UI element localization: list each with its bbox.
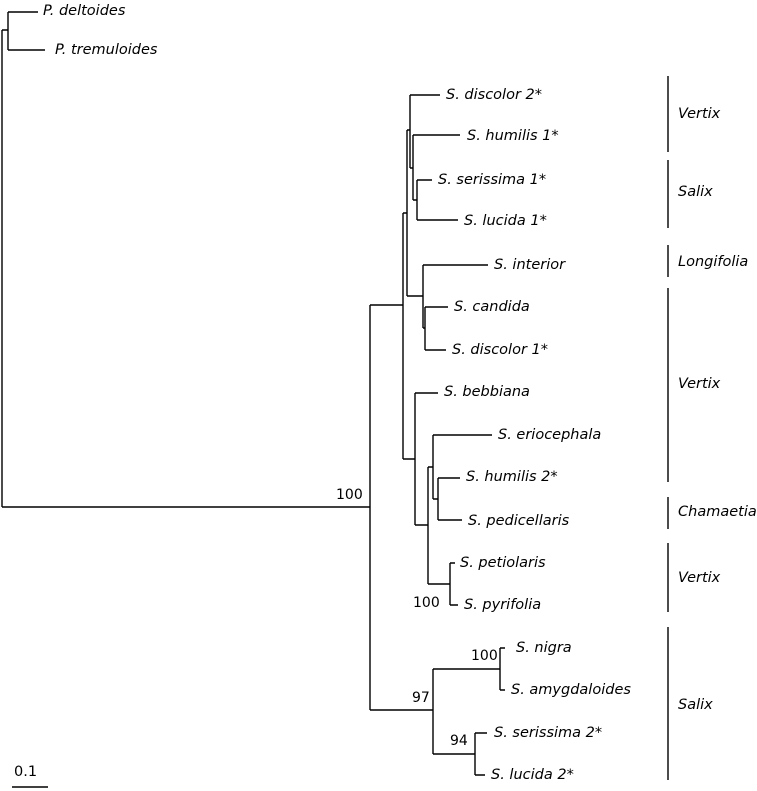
clade-label: Salix [678,697,713,713]
taxon-label: S. eriocephala [498,427,601,443]
taxon-label: S. amygdaloides [511,682,631,698]
clade-label: Vertix [678,570,721,586]
taxon-label: S. serissima 1* [438,172,546,188]
taxon-label: P. tremuloides [55,42,158,58]
taxon-label: S. interior [494,257,566,273]
support-value: 97 [412,690,430,706]
taxon-label: S. discolor 1* [452,342,548,358]
taxon-label: S. lucida 1* [464,213,547,229]
support-value: 100 [413,595,440,611]
taxon-label: S. serissima 2* [494,725,602,741]
support-value: 100 [336,487,363,503]
support-values: 100 100 100 97 94 [336,487,498,749]
taxon-label: S. nigra [516,640,572,656]
taxon-label: S. candida [454,299,530,315]
taxon-label: S. lucida 2* [491,767,574,783]
scale-bar-label: 0.1 [14,764,37,780]
clade-label: Vertix [678,376,721,392]
clade-label: Salix [678,184,713,200]
support-value: 100 [471,648,498,664]
taxon-label: S. petiolaris [460,555,546,571]
taxon-label: S. humilis 2* [466,469,558,485]
taxon-labels: P. deltoides P. tremuloides S. discolor … [43,3,631,783]
taxon-label: S. bebbiana [444,384,530,400]
support-value: 94 [450,733,468,749]
clade-labels: Vertix Salix Longifolia Vertix Chamaetia… [678,106,757,713]
tree-branches [1,11,505,776]
taxon-label: P. deltoides [43,3,126,19]
taxon-label: S. pyrifolia [464,597,541,613]
taxon-label: S. discolor 2* [446,87,542,103]
clade-label: Longifolia [678,254,748,270]
taxon-label: S. pedicellaris [468,513,570,529]
taxon-label: S. humilis 1* [467,128,559,144]
clade-label: Chamaetia [678,504,757,520]
clade-label: Vertix [678,106,721,122]
